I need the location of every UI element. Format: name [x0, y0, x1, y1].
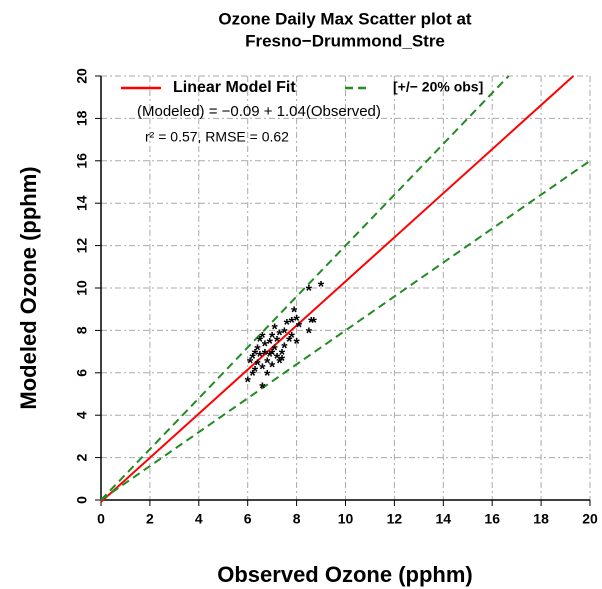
legend-label: Linear Model Fit	[173, 79, 296, 96]
scatter-point: *	[245, 374, 252, 391]
scatter-point: *	[249, 368, 256, 385]
scatter-point: *	[267, 349, 274, 366]
scatter-point: *	[274, 351, 281, 368]
scatter-point: *	[291, 304, 298, 321]
scatter-point: *	[293, 336, 300, 353]
scatter-point: *	[269, 330, 276, 347]
scatter-point: *	[259, 381, 266, 398]
fit-line	[100, 75, 591, 501]
y-tick-label: 18	[74, 110, 90, 126]
scatter-point: *	[281, 326, 288, 343]
x-tick-label: 18	[533, 511, 549, 527]
scatter-point: *	[306, 326, 313, 343]
legend-label: [+/− 20% obs]	[393, 79, 483, 95]
scatter-point: *	[252, 364, 259, 381]
scatter-point: *	[269, 347, 276, 364]
scatter-point: *	[286, 334, 293, 351]
x-tick-label: 0	[97, 511, 105, 527]
y-tick-label: 6	[74, 369, 90, 377]
scatter-point: *	[276, 328, 283, 345]
scatter-point: *	[281, 340, 288, 357]
scatter-point: *	[293, 313, 300, 330]
scatter-point: *	[269, 360, 276, 377]
scatter-point: *	[306, 283, 313, 300]
x-axis-label: Observed Ozone (pphm)	[217, 562, 472, 587]
chart-title: Ozone Daily Max Scatter plot at	[218, 9, 472, 28]
y-tick-label: 4	[74, 411, 90, 419]
scatter-point: *	[249, 351, 256, 368]
scatter-point: *	[296, 319, 303, 336]
y-tick-label: 10	[74, 280, 90, 296]
x-tick-label: 16	[484, 511, 500, 527]
x-tick-label: 12	[387, 511, 403, 527]
y-tick-label: 14	[74, 195, 90, 211]
scatter-point: *	[311, 315, 318, 332]
scatter-point: *	[257, 349, 264, 366]
x-tick-label: 10	[338, 511, 354, 527]
x-tick-label: 8	[293, 511, 301, 527]
annotation: r² = 0.57, RMSE = 0.62	[145, 129, 289, 145]
scatter-point: *	[279, 353, 286, 370]
scatter-point: *	[289, 330, 296, 347]
y-tick-label: 16	[74, 153, 90, 169]
x-tick-label: 20	[582, 511, 598, 527]
fit-line	[100, 75, 575, 503]
scatter-point: *	[264, 368, 271, 385]
scatter-point: *	[254, 357, 261, 374]
scatter-point: *	[262, 347, 269, 364]
x-tick-label: 14	[436, 511, 452, 527]
y-tick-label: 20	[74, 68, 90, 84]
y-tick-label: 2	[74, 453, 90, 461]
y-tick-label: 12	[74, 238, 90, 254]
scatter-point: *	[279, 347, 286, 364]
scatter-point: *	[257, 334, 264, 351]
scatter-point: *	[247, 355, 254, 372]
x-tick-label: 2	[146, 511, 154, 527]
x-tick-label: 4	[195, 511, 203, 527]
y-axis-label: Modeled Ozone (pphm)	[16, 166, 41, 409]
y-tick-label: 0	[74, 496, 90, 504]
scatter-point: *	[262, 338, 269, 355]
scatter-point: *	[271, 321, 278, 338]
scatter-point: *	[284, 317, 291, 334]
scatter-point: *	[252, 347, 259, 364]
scatter-point: *	[276, 355, 283, 372]
x-tick-label: 6	[244, 511, 252, 527]
scatter-point: *	[254, 343, 261, 360]
chart-title: Fresno−Drummond_Stre	[245, 31, 445, 50]
y-tick-label: 8	[74, 326, 90, 334]
annotation: (Modeled) = −0.09 + 1.04(Observed)	[137, 103, 381, 120]
scatter-point: *	[271, 343, 278, 360]
scatter-point: *	[267, 336, 274, 353]
scatter-point: *	[289, 315, 296, 332]
scatter-point: *	[259, 330, 266, 347]
scatter-point: *	[308, 315, 315, 332]
scatter-point: *	[264, 355, 271, 372]
scatter-point: *	[318, 279, 325, 296]
scatter-point: *	[274, 334, 281, 351]
scatter-point: *	[259, 362, 266, 379]
